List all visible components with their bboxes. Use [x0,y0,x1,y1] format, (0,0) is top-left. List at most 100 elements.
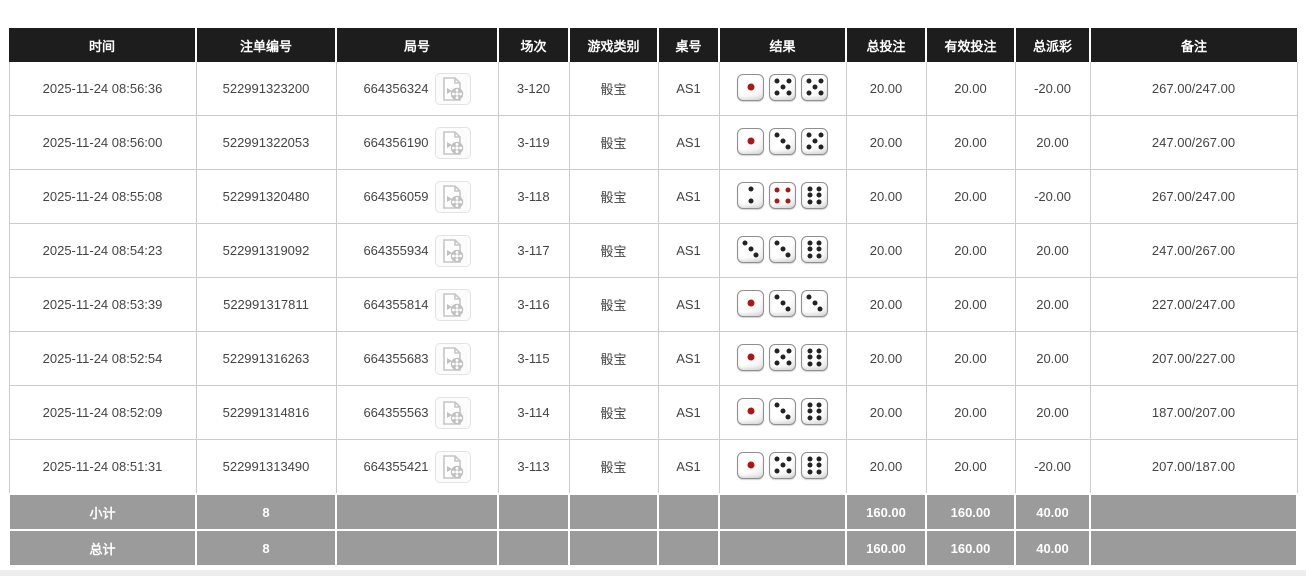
video-file-icon [442,400,463,425]
bet-id-cell: 522991322053 [196,115,337,170]
payout-cell: 20.00 [1015,331,1091,386]
summary-result [718,493,847,531]
video-replay-button[interactable] [434,72,471,105]
table-row: 2025-11-24 08:56:00 522991322053 6643561… [8,115,1298,170]
header-row: 时间 注单编号 局号 场次 游戏类别 桌号 结果 总投注 有效投注 总派彩 备注 [9,28,1297,62]
column-header-remark: 备注 [1089,28,1297,62]
subtotal-row: 小计 8 160.00 160.00 40.00 [8,493,1298,531]
session-cell: 3-116 [498,277,570,332]
session-cell: 3-114 [498,385,570,440]
payout-cell: 20.00 [1015,115,1091,170]
summary-body: 小计 8 160.00 160.00 40.00 总计 8 160.00 160.00 40.00 [8,493,1298,567]
video-replay-button[interactable] [434,450,471,483]
game-type-cell: 骰宝 [569,62,659,116]
game-type-cell: 骰宝 [569,439,659,495]
remark-cell: 207.00/227.00 [1090,331,1298,386]
table-row: 2025-11-24 08:56:36 522991323200 6643563… [8,62,1298,116]
payout-cell: -20.00 [1015,439,1091,495]
video-replay-button[interactable] [434,234,471,267]
total-bet-cell: 20.00 [846,331,927,386]
time-cell: 2025-11-24 08:54:23 [8,223,197,278]
total-bet-cell: 20.00 [846,169,927,224]
summary-valid-bet: 160.00 [925,493,1016,531]
session-cell: 3-115 [498,331,570,386]
remark-cell: 227.00/247.00 [1090,277,1298,332]
die-icon-1 [737,397,764,425]
video-replay-button[interactable] [434,288,471,321]
session-cell: 3-113 [498,439,570,495]
table-no-cell: AS1 [658,223,720,278]
total-bet-cell: 20.00 [846,223,927,278]
payout-cell: -20.00 [1015,169,1091,224]
video-file-icon [442,130,463,155]
bet-id-cell: 522991317811 [196,277,337,332]
game-type-cell: 骰宝 [569,277,659,332]
round-id: 664355683 [363,351,429,366]
summary-label: 小计 [8,493,197,531]
table-no-cell: AS1 [658,115,720,170]
die-icon-1 [737,73,764,101]
round-cell: 664356190 [336,115,499,170]
summary-game-type [568,493,659,531]
dice-result [737,397,828,425]
valid-bet-cell: 20.00 [926,115,1016,170]
die-icon-1 [737,343,764,371]
video-file-icon [442,184,463,209]
result-cell [719,169,847,224]
die-icon-6 [801,181,828,209]
summary-count: 8 [195,529,337,567]
dice-result [737,127,828,155]
video-file-icon [442,454,463,479]
session-cell: 3-119 [498,115,570,170]
session-cell: 3-117 [498,223,570,278]
result-cell [719,115,847,170]
valid-bet-cell: 20.00 [926,62,1016,116]
summary-game-type [568,529,659,567]
die-icon-6 [801,397,828,425]
result-cell [719,277,847,332]
dice-result [737,343,828,371]
summary-payout: 40.00 [1014,493,1091,531]
die-icon-5 [769,73,796,101]
die-icon-6 [801,343,828,371]
valid-bet-cell: 20.00 [926,277,1016,332]
valid-bet-cell: 20.00 [926,223,1016,278]
game-type-cell: 骰宝 [569,169,659,224]
die-icon-5 [801,127,828,155]
remark-cell: 247.00/267.00 [1090,223,1298,278]
valid-bet-cell: 20.00 [926,331,1016,386]
game-type-cell: 骰宝 [569,331,659,386]
column-header-payout: 总派彩 [1014,28,1090,62]
summary-payout: 40.00 [1014,529,1091,567]
payout-cell: 20.00 [1015,223,1091,278]
column-header-bet_id: 注单编号 [195,28,336,62]
time-cell: 2025-11-24 08:56:00 [8,115,197,170]
table-row: 2025-11-24 08:51:31 522991313490 6643554… [8,439,1298,495]
result-cell [719,62,847,116]
dice-result [737,235,828,263]
table-body: 2025-11-24 08:56:36 522991323200 6643563… [8,62,1298,495]
valid-bet-cell: 20.00 [926,385,1016,440]
dice-result [737,451,828,479]
time-cell: 2025-11-24 08:56:36 [8,62,197,116]
dice-result [737,73,828,101]
dice-result [737,289,828,317]
remark-cell: 207.00/187.00 [1090,439,1298,495]
video-replay-button[interactable] [434,126,471,159]
game-type-cell: 骰宝 [569,385,659,440]
table-row: 2025-11-24 08:52:09 522991314816 6643555… [8,385,1298,440]
video-replay-button[interactable] [434,180,471,213]
total-bet-cell: 20.00 [846,115,927,170]
die-icon-2 [737,181,764,209]
video-replay-button[interactable] [434,396,471,429]
round-cell: 664355421 [336,439,499,495]
round-cell: 664356059 [336,169,499,224]
round-cell: 664355814 [336,277,499,332]
video-file-icon [442,292,463,317]
video-replay-button[interactable] [434,342,471,375]
video-file-icon [442,238,463,263]
total-bet-cell: 20.00 [846,62,927,116]
table-row: 2025-11-24 08:53:39 522991317811 6643558… [8,277,1298,332]
grand-total-row: 总计 8 160.00 160.00 40.00 [8,529,1298,567]
bet-id-cell: 522991320480 [196,169,337,224]
